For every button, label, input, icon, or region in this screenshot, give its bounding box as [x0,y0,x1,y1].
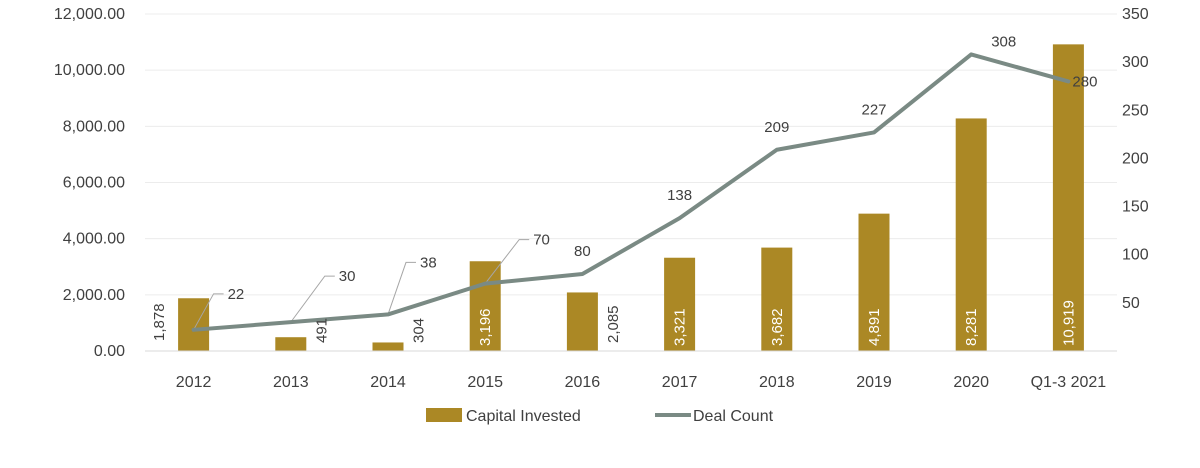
line-value-label: 138 [667,187,692,204]
x-tick-label: 2020 [953,374,989,391]
bar-value-label: 10,919 [1060,300,1077,346]
bar-value-label: 4,891 [866,308,883,346]
x-tick-label: 2014 [370,374,406,391]
x-tick-label: 2012 [176,374,212,391]
leader-line [387,261,416,315]
line-value-label: 308 [991,33,1016,50]
line-value-label: 30 [339,268,356,285]
x-tick-label: 2015 [467,374,503,391]
x-tick-label: 2016 [565,374,601,391]
line-value-label: 209 [764,119,789,136]
y-left-tick-label: 2,000.00 [63,287,125,304]
line-value-label: 227 [861,101,886,118]
bar-capital-invested [178,298,210,351]
y-right-tick-label: 350 [1122,6,1149,23]
y-left-tick-label: 8,000.00 [63,118,125,135]
bar-capital-invested [955,118,987,351]
bar-capital-invested [469,261,501,351]
line-deal-count [191,52,1071,332]
bar-capital-invested [858,213,890,351]
legend-label-capital-invested: Capital Invested [466,408,581,425]
leader-line [484,239,530,284]
leader-lines [193,239,530,331]
y-left-tick-label: 10,000.00 [54,62,125,79]
deal-count-line [191,52,1071,332]
bars [178,44,1084,351]
bar-value-label: 491 [313,318,330,343]
y-right-tick-label: 150 [1122,199,1149,216]
data-labels: 1,878 491 304 3,196 2,085 3,321 3,682 4,891 8,28… [151,33,1097,346]
legend-swatch-capital-invested [426,408,462,422]
y-left-tick-label: 0.00 [94,343,125,360]
legend: Capital Invested Deal Count [426,408,774,425]
bar-value-label: 304 [411,318,428,343]
y-left-tick-label: 6,000.00 [63,175,125,192]
leader-line [290,275,335,323]
bar-capital-invested [1052,44,1084,351]
x-tick-label: Q1-3 2021 [1031,374,1107,391]
line-value-label: 280 [1072,73,1097,90]
bar-value-label: 8,281 [963,308,980,346]
y-right-tick-label: 50 [1122,295,1140,312]
bar-capital-invested [664,257,696,351]
y-right-tick-label: 200 [1122,150,1149,167]
bar-value-label: 1,878 [151,303,168,341]
y-left-tick-label: 4,000.00 [63,231,125,248]
bar-value-label: 2,085 [605,305,622,343]
axes: 0.00 2,000.00 4,000.00 6,000.00 8,000.00 10,0… [54,6,1149,391]
line-value-label: 38 [420,254,437,271]
bar-capital-invested [275,337,307,351]
leader-line [193,293,224,331]
x-tick-label: 2017 [662,374,698,391]
bar-value-label: 3,682 [769,308,786,346]
bar-value-label: 3,196 [477,308,494,346]
line-value-label: 80 [574,243,591,260]
bar-value-label: 3,321 [672,308,689,346]
gridlines [145,13,1117,296]
y-right-tick-label: 300 [1122,54,1149,71]
x-tick-label: 2013 [273,374,309,391]
y-right-tick-label: 100 [1122,247,1149,264]
legend-label-deal-count: Deal Count [693,408,774,425]
x-tick-label: 2019 [856,374,892,391]
bar-capital-invested [372,342,404,351]
bar-capital-invested [761,247,793,351]
y-right-tick-label: 250 [1122,102,1149,119]
line-value-label: 70 [533,232,550,249]
y-left-tick-label: 12,000.00 [54,6,125,23]
bar-capital-invested [566,292,598,351]
x-tick-label: 2018 [759,374,795,391]
line-value-label: 22 [228,286,245,303]
